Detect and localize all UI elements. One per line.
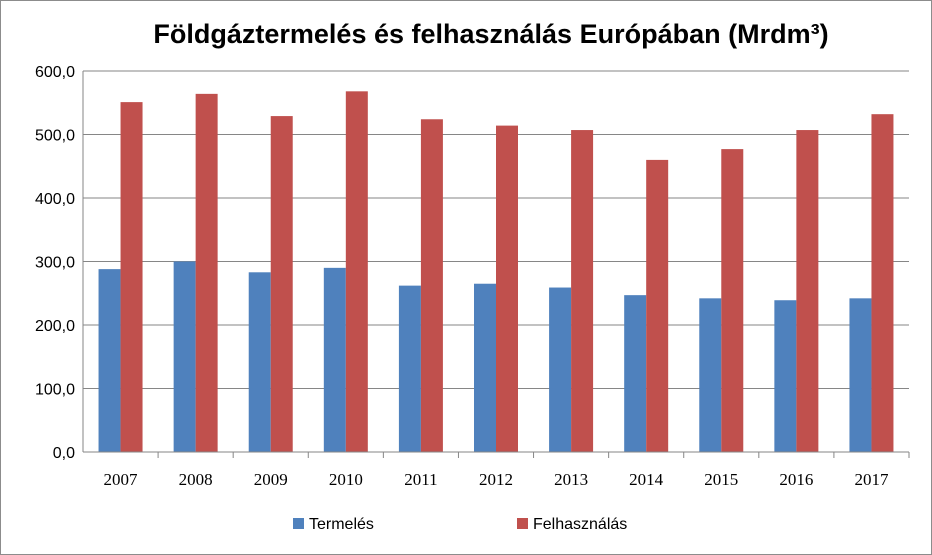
bar-felhaszn-l-s-2012 (496, 125, 518, 453)
bar-termel-s-2012 (474, 283, 496, 452)
legend-swatch (517, 518, 528, 529)
bar-termel-s-2007 (98, 269, 121, 452)
bar-termel-s-2010 (323, 267, 346, 452)
bar-felhaszn-l-s-2011 (420, 119, 443, 452)
x-tick-labels: 2007 2008 2009 2010 2011 2012 2013 2014 2015 2016… (104, 470, 889, 489)
x-tick-label: 2008 (179, 470, 213, 489)
x-tick-label: 2010 (329, 470, 363, 489)
bar-felhaszn-l-s-2007 (120, 102, 143, 453)
bar-felhaszn-l-s-2008 (195, 93, 218, 453)
chart-title: Földgáztermelés és felhasználás Európába… (153, 19, 828, 49)
legend-swatch (293, 518, 304, 529)
y-tick-labels: 0,0 100,0 200,0 300,0 400,0 500,0 600,0 (35, 64, 75, 462)
y-tick-label: 0,0 (53, 445, 75, 462)
bar-termel-s-2016 (774, 300, 797, 452)
bar-felhaszn-l-s-2016 (796, 130, 819, 452)
y-tick-label: 400,0 (35, 191, 75, 208)
legend: Termelés Felhasználás (293, 516, 627, 533)
bar-termel-s-2009 (248, 272, 271, 452)
bar-termel-s-2013 (549, 287, 572, 452)
bar-termel-s-2011 (398, 285, 421, 452)
bar-felhaszn-l-s-2010 (345, 91, 368, 452)
y-tick-label: 500,0 (35, 128, 75, 145)
bar-termel-s-2008 (173, 261, 196, 452)
y-tick-label: 300,0 (35, 255, 75, 272)
bar-termel-s-2017 (849, 298, 872, 452)
bar-felhaszn-l-s-2013 (571, 130, 594, 452)
x-tick-label: 2013 (554, 470, 588, 489)
x-tick-label: 2012 (479, 470, 513, 489)
y-tick-label: 600,0 (35, 64, 75, 81)
x-tick-label: 2016 (779, 470, 813, 489)
bar-felhaszn-l-s-2017 (871, 114, 894, 453)
bar-felhaszn-l-s-2014 (646, 159, 669, 452)
bar-felhaszn-l-s-2009 (270, 116, 293, 453)
x-tick-label: 2007 (104, 470, 139, 489)
y-tick-label: 100,0 (35, 382, 75, 399)
legend-label: Felhasználás (533, 516, 627, 533)
bar-felhaszn-l-s-2015 (721, 149, 744, 453)
y-tick-label: 200,0 (35, 318, 75, 335)
legend-label: Termelés (309, 516, 374, 533)
x-tick-label: 2015 (704, 470, 738, 489)
x-tick-label: 2009 (254, 470, 288, 489)
axes (82, 71, 910, 458)
x-tick-label: 2017 (854, 470, 889, 489)
bar-termel-s-2014 (624, 295, 647, 452)
bars (98, 91, 894, 453)
bar-termel-s-2015 (699, 298, 722, 452)
x-tick-label: 2011 (404, 470, 437, 489)
x-tick-label: 2014 (629, 470, 664, 489)
